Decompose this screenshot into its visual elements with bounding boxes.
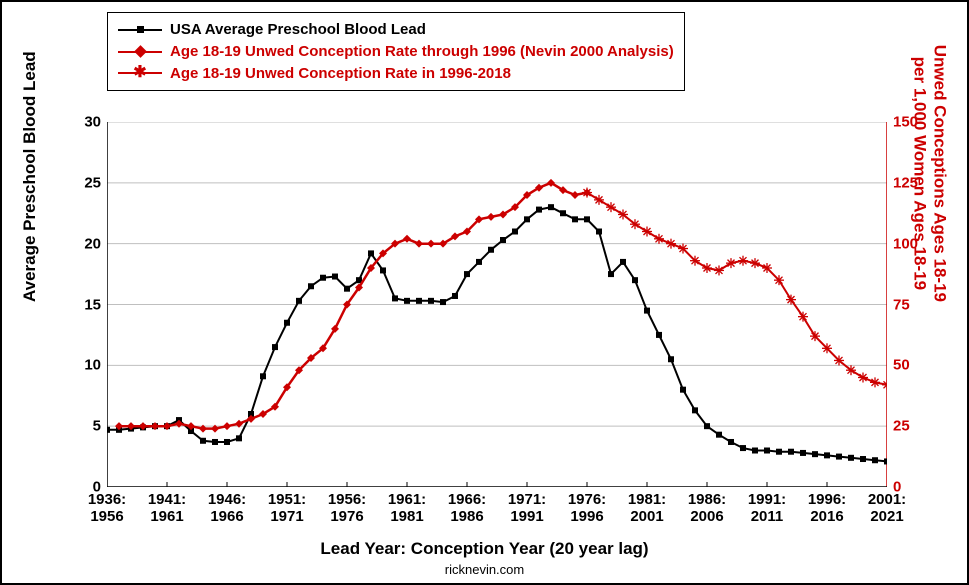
legend-item-unwed-1996: Age 18-19 Unwed Conception Rate through … [118,41,674,63]
x-tick-label: 1996: 2016 [808,491,846,526]
legend-swatch-unwed-2018: ✱ [118,66,162,80]
x-tick-label: 1961: 1981 [388,491,426,526]
x-tick-label: 1976: 1996 [568,491,606,526]
x-tick-label: 1951: 1971 [268,491,306,526]
y1-axis-title: Average Preschool Blood Lead [20,51,40,302]
legend-box: USA Average Preschool Blood Lead Age 18-… [107,12,685,91]
chart-frame: USA Average Preschool Blood Lead Age 18-… [0,0,969,585]
legend-item-blood-lead: USA Average Preschool Blood Lead [118,19,674,41]
legend-item-unwed-2018: ✱ Age 18-19 Unwed Conception Rate in 199… [118,63,674,85]
legend-label: USA Average Preschool Blood Lead [170,19,426,41]
legend-swatch-blood-lead [118,23,162,37]
plot-area: 05101520253002550751001251501936: 195619… [107,122,887,487]
diamond-marker-icon [134,45,147,58]
credit-text: ricknevin.com [2,562,967,577]
y2-tick-label: 150 [893,114,918,131]
square-marker-icon [137,26,144,33]
y2-tick-label: 75 [893,296,910,313]
y1-tick-label: 20 [84,235,101,252]
x-tick-label: 1971: 1991 [508,491,546,526]
x-tick-label: 1966: 1986 [448,491,486,526]
legend-label: Age 18-19 Unwed Conception Rate through … [170,41,674,63]
x-tick-label: 2001: 2021 [868,491,906,526]
legend-swatch-unwed-1996 [118,45,162,59]
x-tick-label: 1981: 2001 [628,491,666,526]
x-tick-label: 1956: 1976 [328,491,366,526]
y2-tick-label: 50 [893,357,910,374]
y1-tick-label: 5 [93,418,101,435]
y2-tick-label: 125 [893,174,918,191]
x-tick-label: 1991: 2011 [748,491,786,526]
asterisk-marker-icon: ✱ [133,65,146,81]
y1-tick-label: 30 [84,114,101,131]
y2-tick-label: 100 [893,235,918,252]
y1-tick-label: 25 [84,174,101,191]
x-tick-label: 1946: 1966 [208,491,246,526]
x-tick-label: 1936: 1956 [88,491,126,526]
y2-tick-label: 25 [893,418,910,435]
legend-label: Age 18-19 Unwed Conception Rate in 1996-… [170,63,511,85]
x-tick-label: 1941: 1961 [148,491,186,526]
x-tick-label: 1986: 2006 [688,491,726,526]
y1-tick-label: 15 [84,296,101,313]
y1-tick-label: 10 [84,357,101,374]
x-axis-title: Lead Year: Conception Year (20 year lag) [2,539,967,559]
